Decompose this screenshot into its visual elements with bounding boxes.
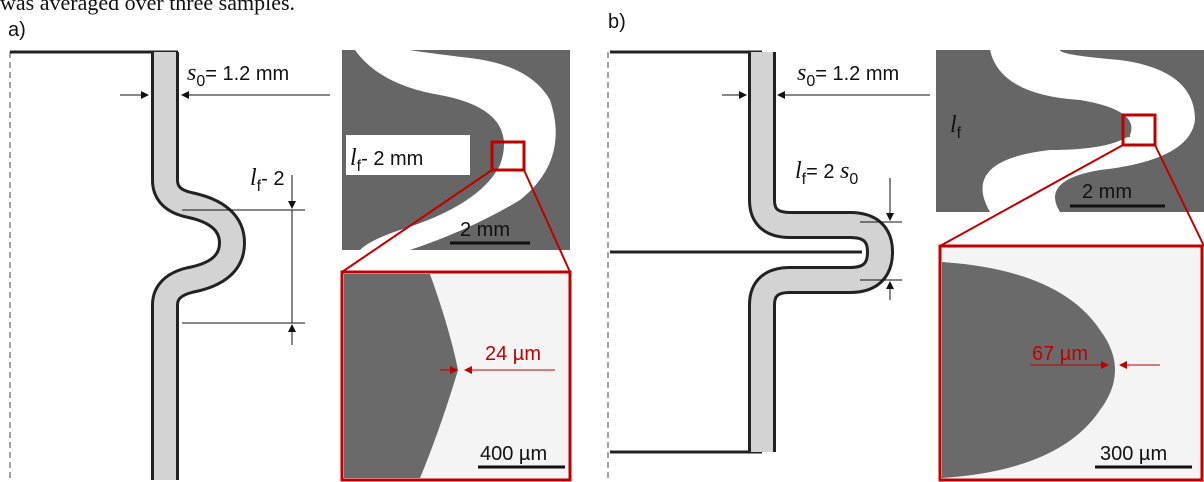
text-part: s — [840, 158, 849, 184]
flange-label: lf- 2 — [250, 165, 284, 195]
text-part: s — [797, 60, 806, 86]
text-part: f — [957, 125, 962, 142]
text-part: - 2 — [261, 168, 284, 190]
text-part: s — [187, 60, 196, 86]
text-part: = 2 — [806, 161, 840, 183]
text-part: 0 — [196, 73, 205, 90]
caption: was averaged over three samples. — [0, 0, 295, 15]
flange-label: lf= 2 s0 — [795, 158, 858, 188]
gap-label: 67 µm — [1032, 343, 1088, 365]
diagram-b — [608, 52, 930, 480]
gap-label: 24 µm — [485, 343, 541, 365]
micrograph-b — [936, 50, 1204, 480]
diagram-a — [10, 52, 330, 480]
figure: was averaged over three samples. a) s0= … — [0, 0, 1204, 482]
text-part: 0 — [806, 73, 815, 90]
thickness-label: s0= 1.2 mm — [797, 60, 899, 90]
micrograph-a — [342, 50, 570, 480]
scale-label: 2 mm — [460, 219, 510, 241]
scale-label: 400 µm — [480, 443, 547, 465]
text-part: = 1.2 mm — [205, 63, 289, 85]
panel-label: b) — [608, 11, 626, 33]
text-part: 0 — [849, 171, 858, 188]
scale-label: 2 mm — [1082, 181, 1132, 203]
scale-label: 300 µm — [1100, 443, 1167, 465]
thickness-label: s0= 1.2 mm — [187, 60, 289, 90]
text-part: - 2 mm — [361, 148, 423, 170]
panel-label: a) — [8, 19, 26, 41]
text-part: = 1.2 mm — [815, 63, 899, 85]
